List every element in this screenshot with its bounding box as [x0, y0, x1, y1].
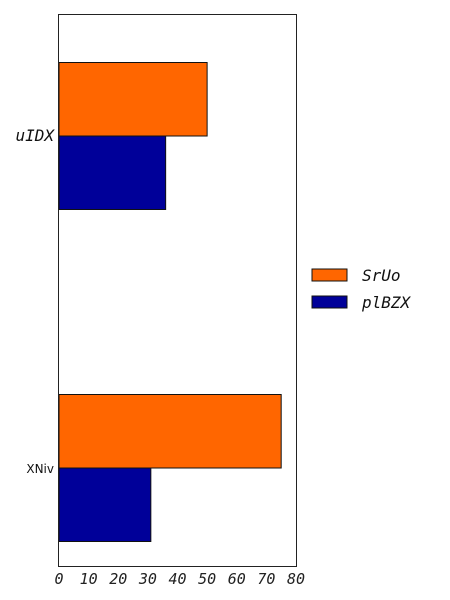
x-axis-ticks: 0 10 20 30 40 50 60 70 80 [54, 570, 305, 588]
x-tick-label: 10 [80, 570, 98, 588]
y-category-label: uIDX [15, 126, 55, 145]
x-tick-label: 70 [257, 570, 275, 588]
y-category-label: XNiv [26, 462, 54, 476]
x-tick-label: 80 [287, 570, 305, 588]
x-tick-label: 20 [109, 570, 127, 588]
bar-plBZX-uIDX [58, 135, 167, 210]
y-axis-categories: uIDX XNiv [15, 126, 55, 476]
bars-layer [58, 62, 282, 542]
bar-SrUo-uIDX [58, 62, 208, 137]
legend-label: plBZX [361, 293, 412, 312]
x-tick-label: 40 [168, 570, 186, 588]
legend-swatch [311, 295, 348, 309]
x-tick-label: 50 [198, 570, 216, 588]
bar-SrUo-XNiv [58, 394, 282, 469]
plot-frame [58, 14, 297, 567]
legend-label: SrUo [362, 266, 401, 285]
legend: SrUo plBZX [311, 266, 412, 312]
x-tick-label: 30 [138, 570, 157, 588]
bar-plBZX-XNiv [58, 467, 152, 542]
legend-swatch [311, 268, 348, 282]
x-tick-label: 0 [54, 570, 63, 588]
x-tick-label: 60 [228, 570, 246, 588]
